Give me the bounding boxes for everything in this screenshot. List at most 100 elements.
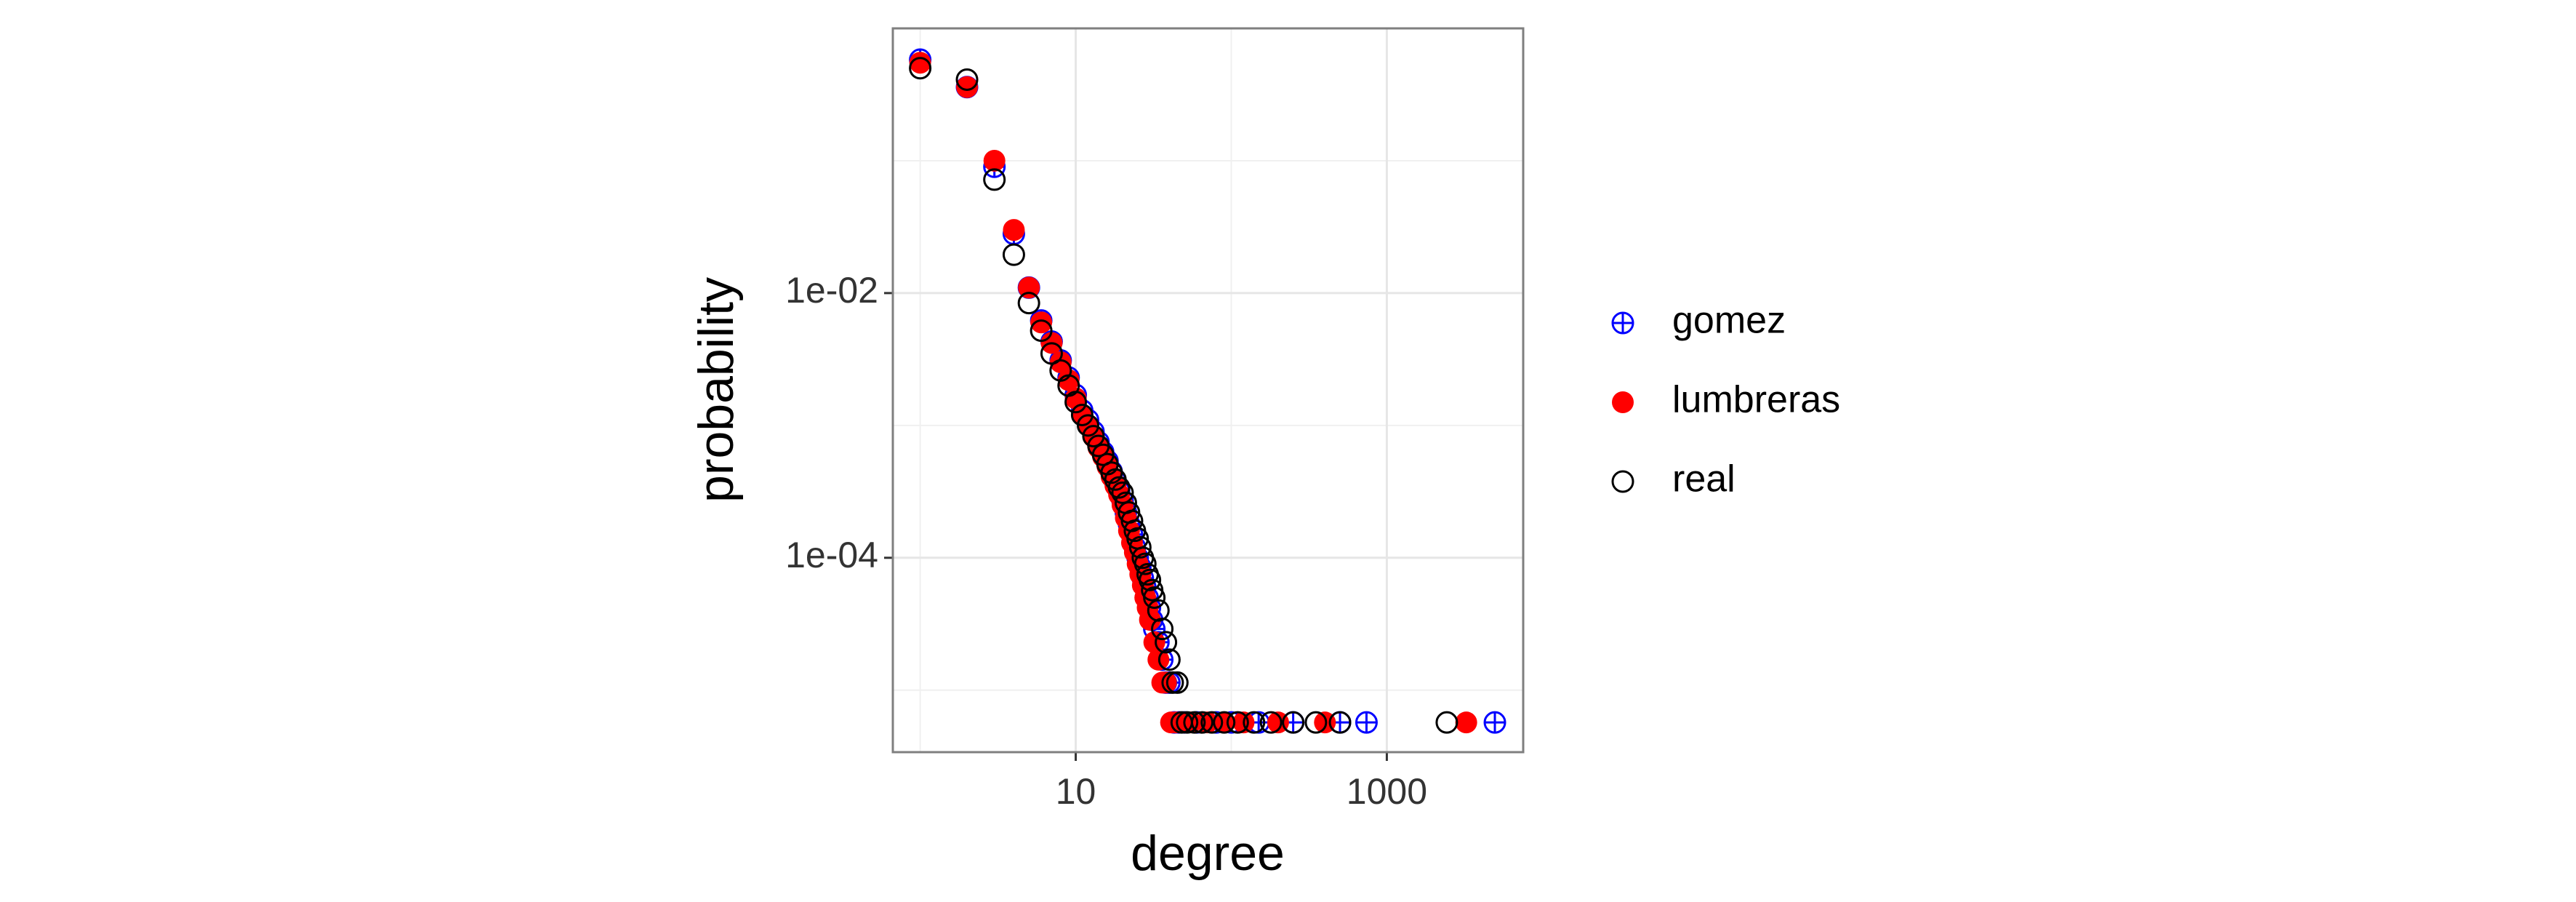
point-dot [956,76,979,98]
point-dot [1018,276,1040,299]
point [909,52,931,74]
plot-border [891,27,1525,754]
point-ring [1304,711,1328,734]
y-tick-label: 1e-04 [785,535,878,575]
point [983,149,1006,172]
point-dot [983,149,1006,172]
point [1128,535,1152,559]
y-tick-label: 1e-02 [785,270,878,311]
point [983,168,1006,191]
point-dot [1143,631,1165,653]
point-ring [1243,711,1266,734]
point [1176,711,1199,734]
point-dot [1003,219,1025,242]
point [1030,319,1053,343]
point [955,68,979,91]
point-ring [1111,481,1134,504]
point [1483,711,1506,734]
legend-label: real [1672,458,1736,500]
point [1213,711,1236,734]
point-ring [1259,711,1283,734]
point-ring [1328,711,1352,734]
point [1003,219,1025,242]
point [1111,481,1134,504]
point-dot [1049,351,1072,374]
point-ring [1139,568,1162,591]
point-ring [1076,414,1099,437]
legend-marker [1612,391,1634,413]
x-tick-label: 10 [1056,771,1096,812]
point [1133,552,1157,575]
point [1064,391,1088,414]
point-ring [1064,391,1088,414]
point [1183,711,1206,734]
point [1200,711,1224,734]
point [1328,711,1352,734]
point [956,76,979,98]
point-ring [1157,648,1181,671]
point [1282,711,1305,734]
point-dot [1196,711,1219,734]
point-ring [1282,711,1305,734]
point [1304,711,1328,734]
point [1196,711,1219,734]
point-dot [1455,711,1477,734]
point [1143,631,1165,653]
x-tick-label: 1000 [1347,771,1427,812]
point [1049,351,1072,374]
point [1057,369,1080,391]
point [1018,276,1040,299]
point-ring [1213,711,1236,734]
legend-label: gomez [1672,300,1786,342]
point-dot [1030,311,1053,334]
point [1139,568,1162,591]
point-ring [1017,292,1040,315]
point-ring [955,68,979,91]
point-ring [1070,403,1094,426]
point-ring [1002,243,1025,266]
point-ring [1176,711,1199,734]
point [1455,711,1477,734]
point-ring [1133,552,1157,575]
point [1226,711,1249,734]
point [909,57,932,80]
point-dot [909,52,931,74]
point [1243,711,1266,734]
legend-label: lumbreras [1672,379,1840,421]
point [1107,476,1131,499]
x-axis-title: degree [1131,826,1285,881]
point [1030,311,1053,334]
point-ring [1611,470,1634,493]
point-ring [1143,586,1166,610]
point-ring [1107,476,1131,499]
y-axis-title: probability [689,277,744,503]
plot-background [893,28,1523,752]
point-ring [1435,711,1458,734]
point-ring [1040,342,1063,365]
point-ring [1165,671,1189,694]
point-ring [983,168,1006,191]
point-dot [1057,369,1080,391]
point [1017,292,1040,315]
point [1155,631,1178,654]
point [1355,711,1378,734]
point [1040,342,1063,365]
point [1151,618,1174,641]
point-dot [1612,391,1634,413]
point-dot [1139,609,1161,631]
point [1139,609,1161,631]
point [1076,414,1099,437]
point-ring [1030,319,1053,343]
point [1143,586,1166,610]
point [1259,711,1283,734]
point-ring [1128,535,1152,559]
point [1002,243,1025,266]
legend-marker [1611,311,1634,335]
point [1070,403,1094,426]
legend-marker [1611,470,1634,493]
point-ring [1200,711,1224,734]
point-ring [1190,711,1213,734]
point-dot [1155,671,1177,694]
point [1155,671,1177,694]
